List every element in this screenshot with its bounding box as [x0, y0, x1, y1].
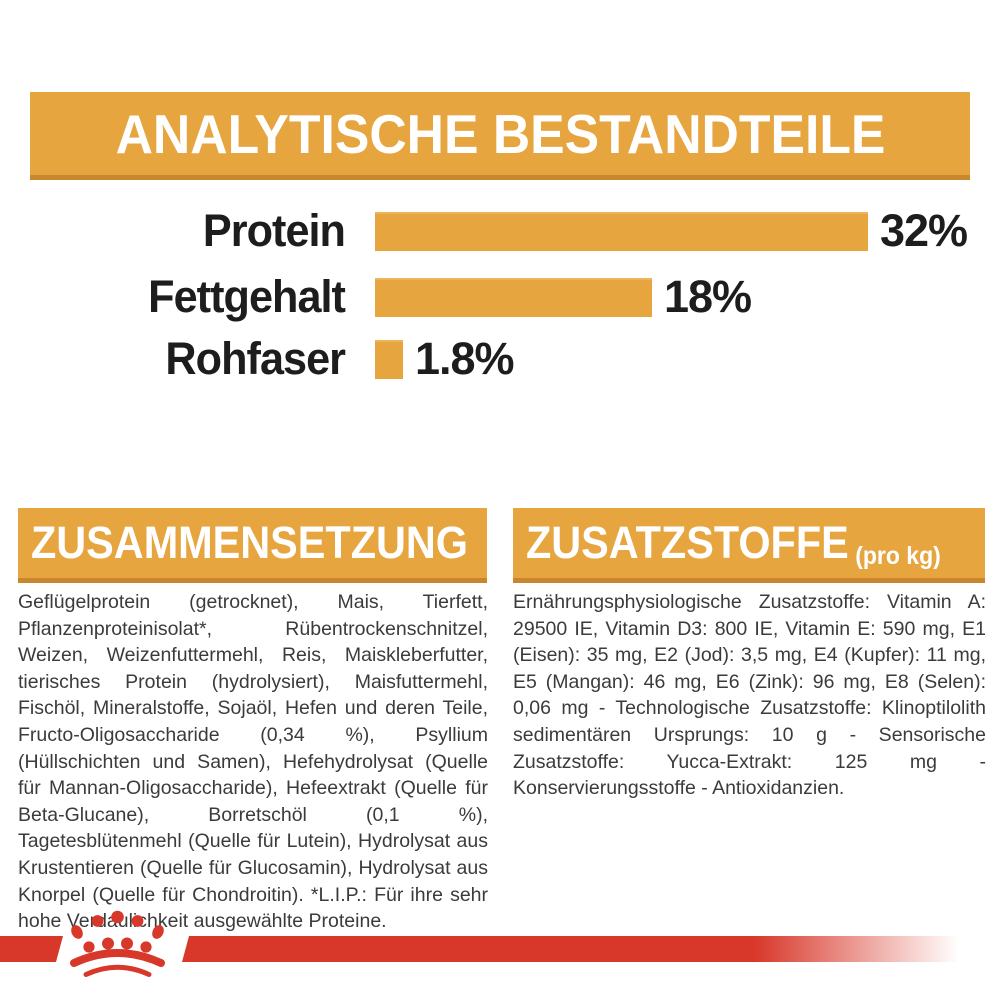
chart-bar-fettgehalt	[375, 277, 652, 317]
additives-text: Ernährungsphysiologische Zusatzstoffe: V…	[513, 591, 986, 800]
footer-red-band-left	[0, 936, 63, 962]
royal-canin-crown-icon	[70, 910, 165, 977]
additives-banner: ZUSATZSTOFFE (pro kg)	[513, 508, 985, 583]
chart-bar-protein	[375, 211, 868, 251]
analytical-constituents-chart: Protein 32% Fettgehalt 18% Rohfaser 1.8%	[0, 200, 1000, 395]
composition-banner: ZUSAMMENSETZUNG	[18, 508, 487, 583]
footer-red-band-right	[182, 936, 1000, 962]
additives-title: ZUSATZSTOFFE (pro kg)	[526, 517, 941, 570]
composition-text: Geflügelprotein (getrocknet), Mais, Tier…	[18, 591, 488, 933]
chart-label-protein: Protein	[202, 205, 346, 256]
chart-row-fettgehalt: Fettgehalt 18%	[0, 271, 752, 322]
chart-label-fettgehalt: Fettgehalt	[148, 271, 346, 322]
chart-row-rohfaser: Rohfaser 1.8%	[0, 333, 515, 384]
composition-title: ZUSAMMENSETZUNG	[31, 517, 468, 568]
chart-row-protein: Protein 32%	[0, 205, 968, 256]
chart-value-fettgehalt: 18%	[664, 271, 752, 322]
analytical-constituents-title: ANALYTISCHE BESTANDTEILE	[115, 102, 885, 165]
additives-title-suffix: (pro kg)	[855, 542, 941, 570]
chart-value-rohfaser: 1.8%	[415, 333, 515, 384]
chart-value-protein: 32%	[880, 205, 968, 256]
analytical-constituents-banner: ANALYTISCHE BESTANDTEILE	[30, 92, 970, 180]
chart-label-rohfaser: Rohfaser	[165, 333, 346, 384]
chart-bar-rohfaser	[375, 339, 403, 379]
